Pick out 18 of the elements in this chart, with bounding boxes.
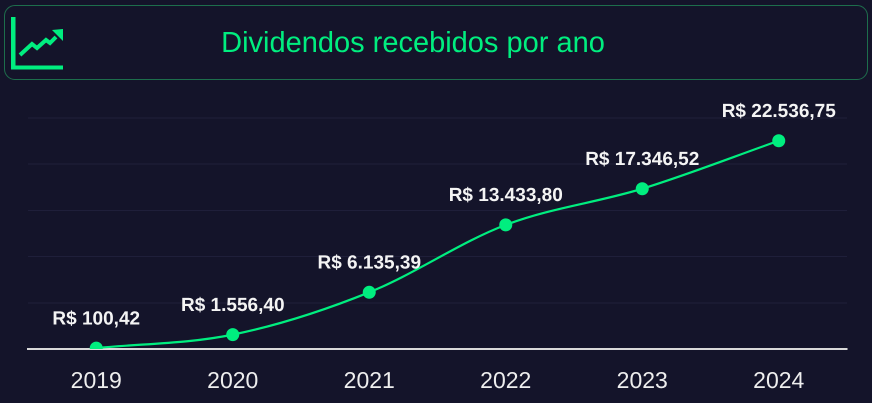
- x-tick-label: 2020: [207, 367, 258, 394]
- data-label: R$ 100,42: [52, 308, 140, 330]
- chart-title: Dividendos recebidos por ano: [220, 26, 606, 61]
- point: [636, 182, 649, 196]
- data-label: R$ 17.346,52: [585, 148, 700, 170]
- x-tick-label: 2022: [480, 367, 532, 394]
- point: [226, 328, 240, 342]
- data-label: R$ 1.556,40: [180, 294, 285, 316]
- point: [499, 218, 512, 232]
- point: [772, 134, 786, 148]
- data-label: R$ 13.433,80: [448, 185, 563, 206]
- x-tick-label: 2023: [616, 367, 668, 394]
- data-label: R$ 22.536,75: [722, 100, 836, 122]
- data-label: R$ 6.135,39: [317, 252, 422, 274]
- x-tick-label: 2021: [344, 367, 395, 394]
- point: [362, 286, 376, 299]
- x-tick-label: 2024: [753, 367, 805, 394]
- x-tick-label: 2019: [70, 367, 122, 394]
